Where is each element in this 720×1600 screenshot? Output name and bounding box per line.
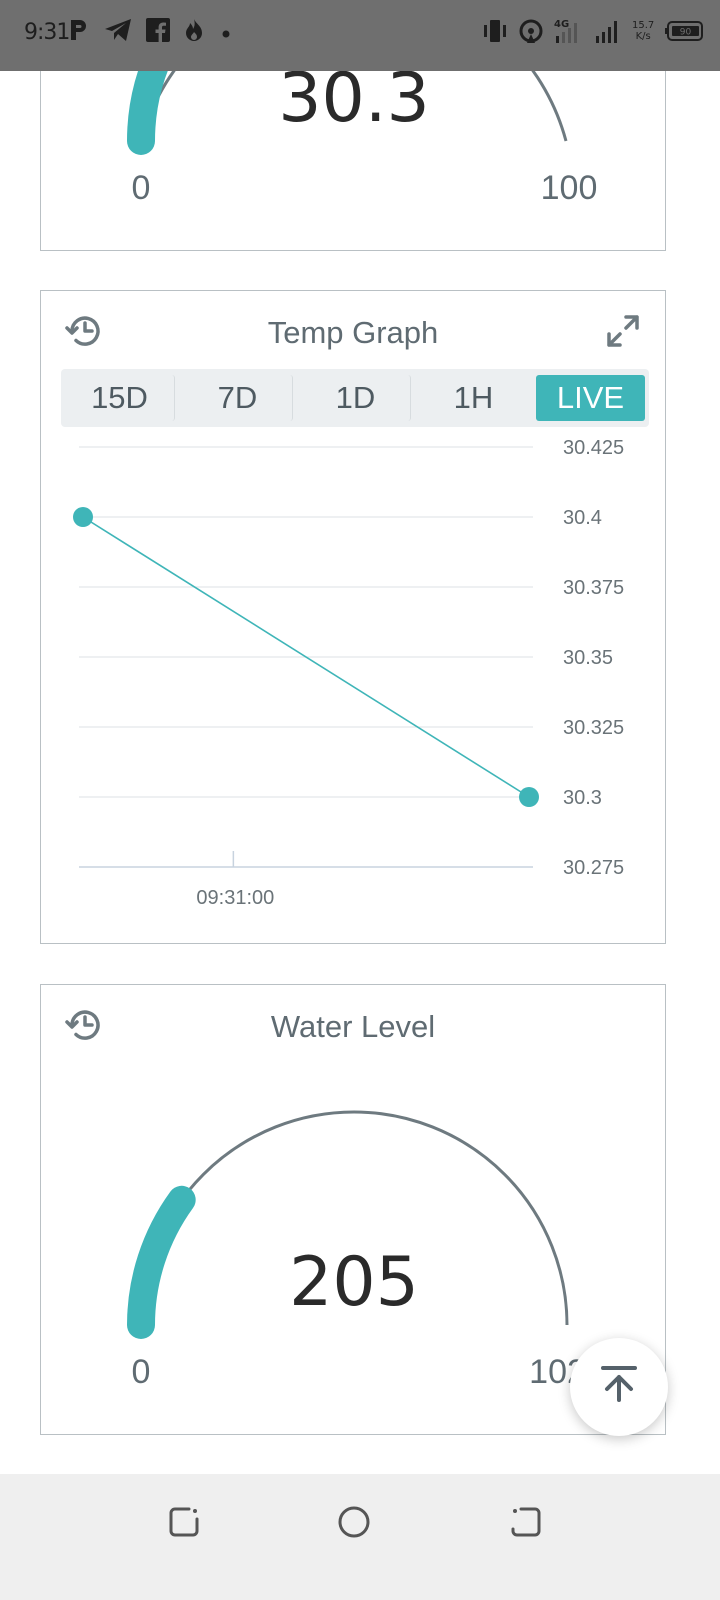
gauge-fill [127,1185,196,1339]
gauge-value: 30.3 [278,59,429,138]
network-type-label: 4G [554,19,569,30]
navigation-bar [0,1474,720,1600]
battery-icon: 90 [665,21,704,41]
gauge-value: 205 [289,1243,419,1322]
4g-signal-icon: 4G [554,19,577,43]
y-tick-label: 30.35 [563,647,613,669]
tab-live[interactable]: LIVE [536,375,645,421]
home-icon[interactable] [334,1502,374,1542]
x-tick-label: 09:31:00 [196,887,274,909]
scroll-to-top-button[interactable] [570,1338,668,1436]
temp-line-chart: 30.425 30.4 30.375 30.35 30.325 30.3 30.275 09:… [73,437,624,909]
facebook-icon [146,18,170,42]
vibrate-icon [484,20,506,42]
back-icon[interactable] [506,1502,546,1542]
parking-p-icon [71,20,86,40]
notification-icons [68,18,234,42]
hotspot-icon [519,19,543,43]
telegram-icon [105,19,131,41]
y-tick-label: 30.375 [563,577,624,599]
tab-1h[interactable]: 1H [453,380,494,415]
signal-icon [596,21,617,43]
data-point [519,787,539,807]
y-tick-label: 30.3 [563,787,602,809]
tab-7d[interactable]: 7D [183,375,293,421]
gauge-min-label: 0 [132,169,151,207]
status-time: 9:31 [24,20,70,45]
arrow-up-to-top-icon [601,1366,637,1402]
expand-icon[interactable] [605,313,641,349]
y-tick-label: 30.425 [563,437,624,459]
system-icons: 4G 15.7 K/s 90 [482,18,704,44]
series-line [82,516,530,798]
history-icon[interactable] [65,1005,105,1045]
dot-icon [222,30,230,38]
flame-icon [186,19,202,41]
net-speed-unit: K/s [635,31,651,42]
gauge-max-label: 100 [541,169,598,207]
history-icon[interactable] [65,311,105,351]
y-tick-label: 30.4 [563,507,602,529]
net-speed-value: 15.7 [632,20,655,31]
card-title: Water Level [270,1009,436,1044]
y-tick-label: 30.275 [563,857,624,879]
time-range-tabs: 15D 7D 1D 1H LIVE [61,369,649,427]
y-tick-label: 30.325 [563,717,624,739]
temp-graph-card: Temp Graph 15D 7D 1D 1H LIVE 30.425 30.4 3… [40,290,666,944]
battery-level: 90 [680,28,692,38]
status-bar: 9:31 4G 15.7 K/s 90 [0,0,720,71]
tab-1d[interactable]: 1D [301,375,411,421]
card-title: Temp Graph [267,315,439,350]
tab-15d[interactable]: 15D [65,375,175,421]
net-speed: 15.7 K/s [632,20,654,42]
gauge-min-label: 0 [132,1353,151,1391]
data-point [73,507,93,527]
water-level-card: Water Level 205 0 1023 [40,984,666,1435]
recent-apps-icon[interactable] [164,1502,204,1542]
